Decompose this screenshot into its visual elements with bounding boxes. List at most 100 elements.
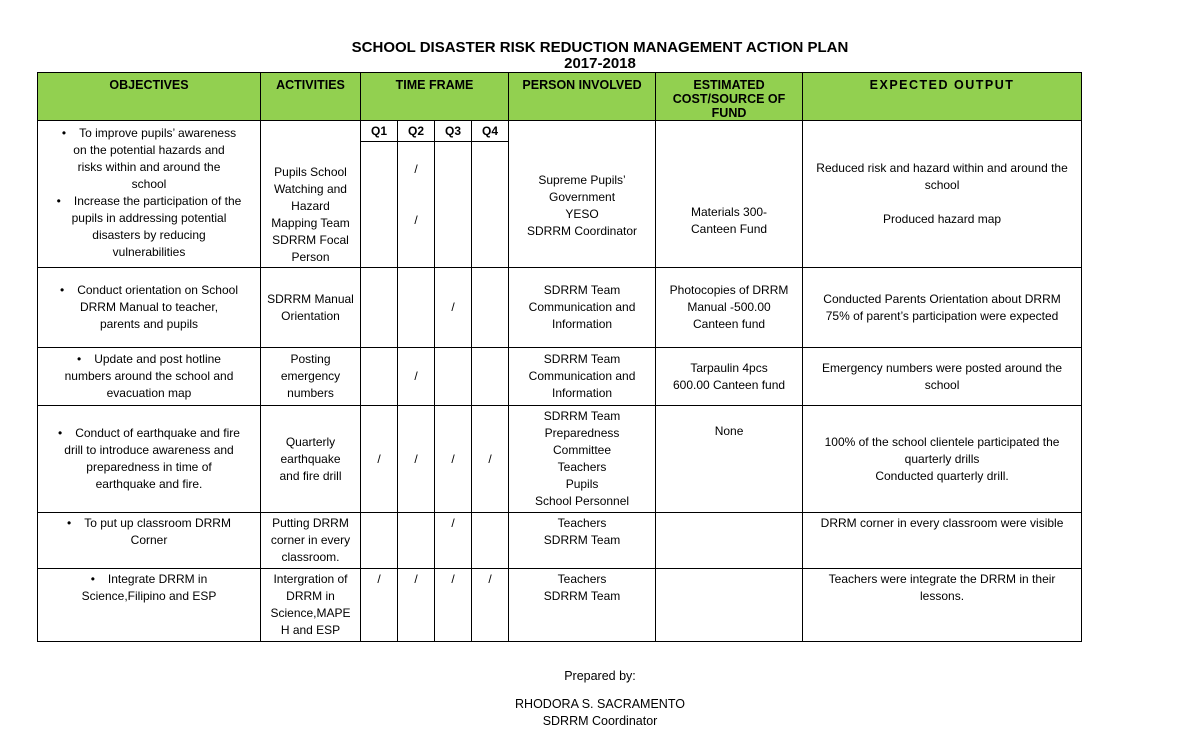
objectives-cell: • To improve pupils’ awareness on the pot… (37, 120, 261, 268)
timeframe-cell-q3 (434, 347, 472, 406)
expected-output-cell: Conducted Parents Orientation about DRRM… (802, 267, 1083, 348)
timeframe-cell-q3: / (434, 512, 472, 569)
estimated-cost-cell: Photocopies of DRRM Manual -500.00 Cante… (655, 267, 804, 348)
timeframe-cell-q3: / (434, 267, 472, 348)
bullet-glyph: • (61, 126, 67, 140)
page-title: SCHOOL DISASTER RISK REDUCTION MANAGEMEN… (351, 39, 849, 56)
bullet-glyph: • (56, 194, 61, 208)
expected-output-cell: Emergency numbers were posted around the… (802, 347, 1083, 406)
plan-row-1: • To improve pupils’ awareness on the pot… (37, 120, 1083, 268)
objective-item: • Conduct orientation on School DRRM Manu… (44, 282, 254, 333)
timeframe-cell-q4 (470, 512, 510, 569)
timeframe-cell-q2 (397, 512, 435, 569)
expected-output-cell: DRRM corner in every classroom were visi… (802, 512, 1083, 569)
timeframe-cell-q2 (397, 267, 435, 348)
plan-row-3: • Update and post hotline numbers around … (37, 347, 1083, 406)
person-involved-cell: Supreme Pupils’ Government YESO SDRRM Co… (508, 120, 657, 268)
header-estimated-cost: ESTIMATED COST/SOURCE OF FUND (655, 72, 804, 121)
bullet-glyph: • (77, 352, 82, 366)
timeframe-cell-q1: / (360, 568, 398, 642)
objectives-cell: • Update and post hotline numbers around … (37, 347, 261, 406)
timeframe-cell-q1: Q1 (360, 120, 398, 268)
header-time-frame: TIME FRAME (359, 72, 510, 121)
expected-output-cell: 100% of the school clientele participate… (802, 405, 1083, 513)
expected-output-cell: Reduced risk and hazard within and aroun… (802, 120, 1083, 268)
objective-text: Integrate DRRM in Science,Filipino and E… (81, 572, 217, 603)
activities-cell: Putting DRRM corner in every classroom. (260, 512, 361, 569)
timeframe-cell-q4: Q4 (470, 120, 510, 268)
quarter-mark (361, 142, 397, 267)
timeframe-cell-q1: / (360, 405, 398, 513)
person-involved-cell: SDRRM Team Communication and Information (508, 267, 657, 348)
quarter-label-q3: Q3 (435, 121, 471, 142)
objective-text: Update and post hotline numbers around t… (64, 352, 234, 400)
timeframe-cell-q4: / (470, 568, 510, 642)
timeframe-cell-q1 (360, 347, 398, 406)
objective-item: • Update and post hotline numbers around … (44, 351, 254, 402)
objectives-cell: • To put up classroom DRRM Corner (37, 512, 261, 569)
quarter-mark (472, 142, 508, 267)
timeframe-cell-q1 (360, 512, 398, 569)
bullet-glyph: • (60, 283, 65, 297)
person-involved-cell: SDRRM Team Preparedness Committee Teache… (508, 405, 657, 513)
estimated-cost-cell: Tarpaulin 4pcs 600.00 Canteen fund (655, 347, 804, 406)
prepared-by-name: RHODORA S. SACRAMENTO (515, 697, 685, 711)
objective-text: To put up classroom DRRM Corner (84, 516, 231, 547)
action-plan-table: OBJECTIVES ACTIVITIES TIME FRAME PERSON … (37, 72, 1083, 642)
prepared-by-role: SDRRM Coordinator (542, 714, 658, 728)
objective-item: • To put up classroom DRRM Corner (44, 515, 254, 549)
quarter-label-q4: Q4 (472, 121, 509, 142)
bullet-glyph: • (67, 516, 72, 530)
timeframe-cell-q3: Q3 (434, 120, 472, 268)
timeframe-cell-q4 (470, 267, 510, 348)
activities-cell: SDRRM Manual Orientation (260, 267, 361, 348)
footer-block: Prepared by: RHODORA S. SACRAMENTO SDRRM… (0, 668, 1200, 729)
table-header-row: OBJECTIVES ACTIVITIES TIME FRAME PERSON … (37, 72, 1083, 121)
objectives-cell: • Conduct orientation on School DRRM Manu… (37, 267, 261, 348)
header-activities: ACTIVITIES (260, 72, 361, 121)
objectives-cell: • Integrate DRRM in Science,Filipino and … (37, 568, 261, 642)
activities-cell: Posting emergency numbers (260, 347, 361, 406)
objective-text: Conduct of earthquake and fire drill to … (64, 426, 240, 491)
plan-row-2: • Conduct orientation on School DRRM Manu… (37, 267, 1083, 348)
estimated-cost-cell (655, 512, 804, 569)
timeframe-cell-q2: / (397, 405, 435, 513)
bullet-glyph: • (58, 426, 63, 440)
objectives-cell: • Conduct of earthquake and fire drill to… (37, 405, 261, 513)
timeframe-cell-q4: / (470, 405, 510, 513)
timeframe-cell-q2: / (397, 568, 435, 642)
header-objectives: OBJECTIVES (37, 72, 261, 121)
page-subtitle: 2017-2018 (564, 55, 636, 72)
activities-cell: Quarterly earthquake and fire drill (260, 405, 361, 513)
title-block: SCHOOL DISASTER RISK REDUCTION MANAGEMEN… (0, 0, 1200, 71)
plan-row-6: • Integrate DRRM in Science,Filipino and … (37, 568, 1083, 642)
plan-row-5: • To put up classroom DRRM Corner Putting… (37, 512, 1083, 569)
timeframe-cell-q3: / (434, 405, 472, 513)
estimated-cost-cell: Materials 300- Canteen Fund (655, 120, 804, 268)
person-involved-cell: Teachers SDRRM Team (508, 568, 657, 642)
activities-cell: Intergration of DRRM in Science,MAPE H a… (260, 568, 361, 642)
quarter-label-q1: Q1 (361, 121, 397, 142)
timeframe-cell-q1 (360, 267, 398, 348)
objective-text: Increase the participation of the pupils… (71, 194, 242, 259)
expected-output-cell: Teachers were integrate the DRRM in thei… (802, 568, 1083, 642)
objective-item: • To improve pupils’ awareness on the pot… (44, 125, 254, 193)
timeframe-cell-q2: Q2 / / (397, 120, 435, 268)
timeframe-cell-q4 (470, 347, 510, 406)
quarter-mark: / / (414, 161, 418, 227)
header-person-involved: PERSON INVOLVED (508, 72, 657, 121)
objective-item: • Conduct of earthquake and fire drill to… (44, 425, 254, 493)
objective-text: Conduct orientation on School DRRM Manua… (77, 283, 238, 331)
header-expected-output: EXPECTED OUTPUT (802, 72, 1083, 121)
objective-text: To improve pupils’ awareness on the pote… (73, 126, 237, 191)
prepared-by-label: Prepared by: (564, 669, 636, 683)
objective-item: • Increase the participation of the pupil… (44, 193, 254, 261)
timeframe-cell-q3: / (434, 568, 472, 642)
estimated-cost-cell (655, 568, 804, 642)
person-involved-cell: SDRRM Team Communication and Information (508, 347, 657, 406)
timeframe-cell-q2: / (397, 347, 435, 406)
objective-item: • Integrate DRRM in Science,Filipino and … (44, 571, 254, 605)
quarter-mark (435, 142, 471, 267)
activities-cell: Pupils School Watching and Hazard Mappin… (260, 120, 361, 268)
